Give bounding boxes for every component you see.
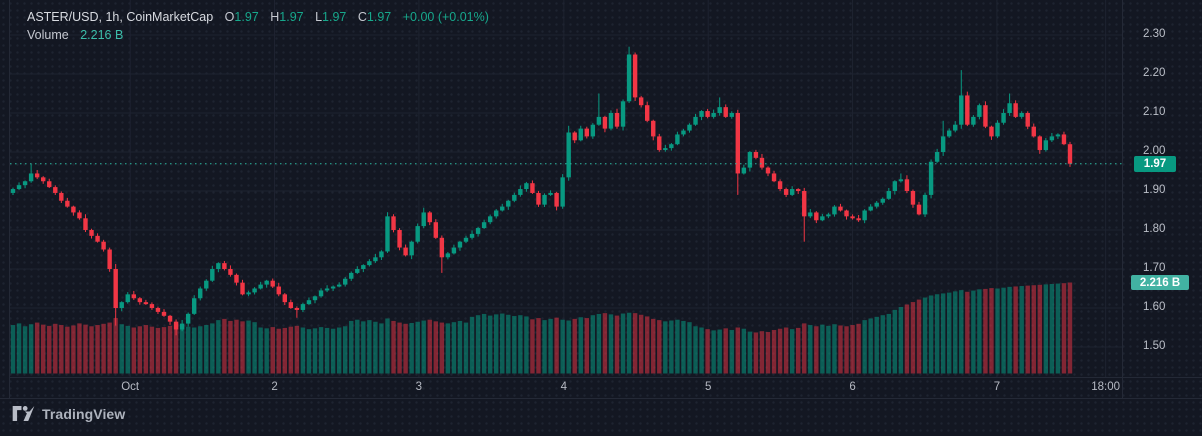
tradingview-logo-icon <box>12 405 35 422</box>
price-axis-label: 1.90 <box>1143 184 1166 196</box>
price-axis-label: 2.30 <box>1143 28 1166 40</box>
price-axis-label: 1.60 <box>1143 301 1166 313</box>
time-axis-label: 3 <box>415 381 423 393</box>
volume-layer <box>10 282 1073 374</box>
price-axis-label: 1.50 <box>1143 340 1166 352</box>
close-value: 1.97 <box>366 10 392 24</box>
time-axis-divider[interactable] <box>9 377 1202 378</box>
last-price-badge: 1.97 <box>1134 156 1176 172</box>
time-axis-label: 5 <box>705 381 712 393</box>
open-label: O <box>224 10 235 24</box>
change-value: +0.00 (+0.01%) <box>402 10 489 24</box>
time-axis-label: 2 <box>271 381 278 393</box>
widget-bottom-divider <box>0 398 1202 399</box>
price-axis-label: 2.00 <box>1143 145 1166 157</box>
low-value: 1.97 <box>322 10 347 24</box>
price-axis-label: 1.70 <box>1143 262 1166 274</box>
candles-layer <box>10 46 1073 336</box>
symbol-title[interactable]: ASTER/USD, 1h, CoinMarketCap <box>27 10 214 24</box>
volume-label: Volume <box>27 28 69 42</box>
high-label: H <box>270 10 280 24</box>
volume-value: 2.216 B <box>80 28 124 42</box>
close-label: C <box>357 10 367 24</box>
legend-row-symbol[interactable]: ASTER/USD, 1h, CoinMarketCap O1.97 H1.97… <box>27 8 489 26</box>
time-axis-label: 4 <box>560 381 568 393</box>
price-axis-label: 2.20 <box>1143 67 1166 79</box>
time-axis-label: 18:00 <box>1091 381 1121 393</box>
legend-row-volume[interactable]: Volume 2.216 B <box>27 26 489 44</box>
price-axis-label: 2.10 <box>1143 106 1166 118</box>
price-chart-canvas[interactable] <box>0 0 1202 399</box>
price-axis-label: 1.80 <box>1143 223 1166 235</box>
time-axis-label: 7 <box>993 381 1001 393</box>
time-axis-label: 6 <box>849 381 856 393</box>
volume-badge: 2.216 B <box>1131 275 1189 290</box>
high-value: 1.97 <box>279 10 304 24</box>
tradingview-wordmark: TradingView <box>42 405 126 422</box>
open-value: 1.97 <box>234 10 259 24</box>
low-label: L <box>315 10 323 24</box>
tradingview-logo[interactable]: TradingView <box>12 405 125 422</box>
time-axis-label: Oct <box>121 381 140 393</box>
price-axis-divider[interactable] <box>1122 0 1123 399</box>
pane-left-divider <box>9 0 10 399</box>
chart-legend: ASTER/USD, 1h, CoinMarketCap O1.97 H1.97… <box>27 8 489 44</box>
